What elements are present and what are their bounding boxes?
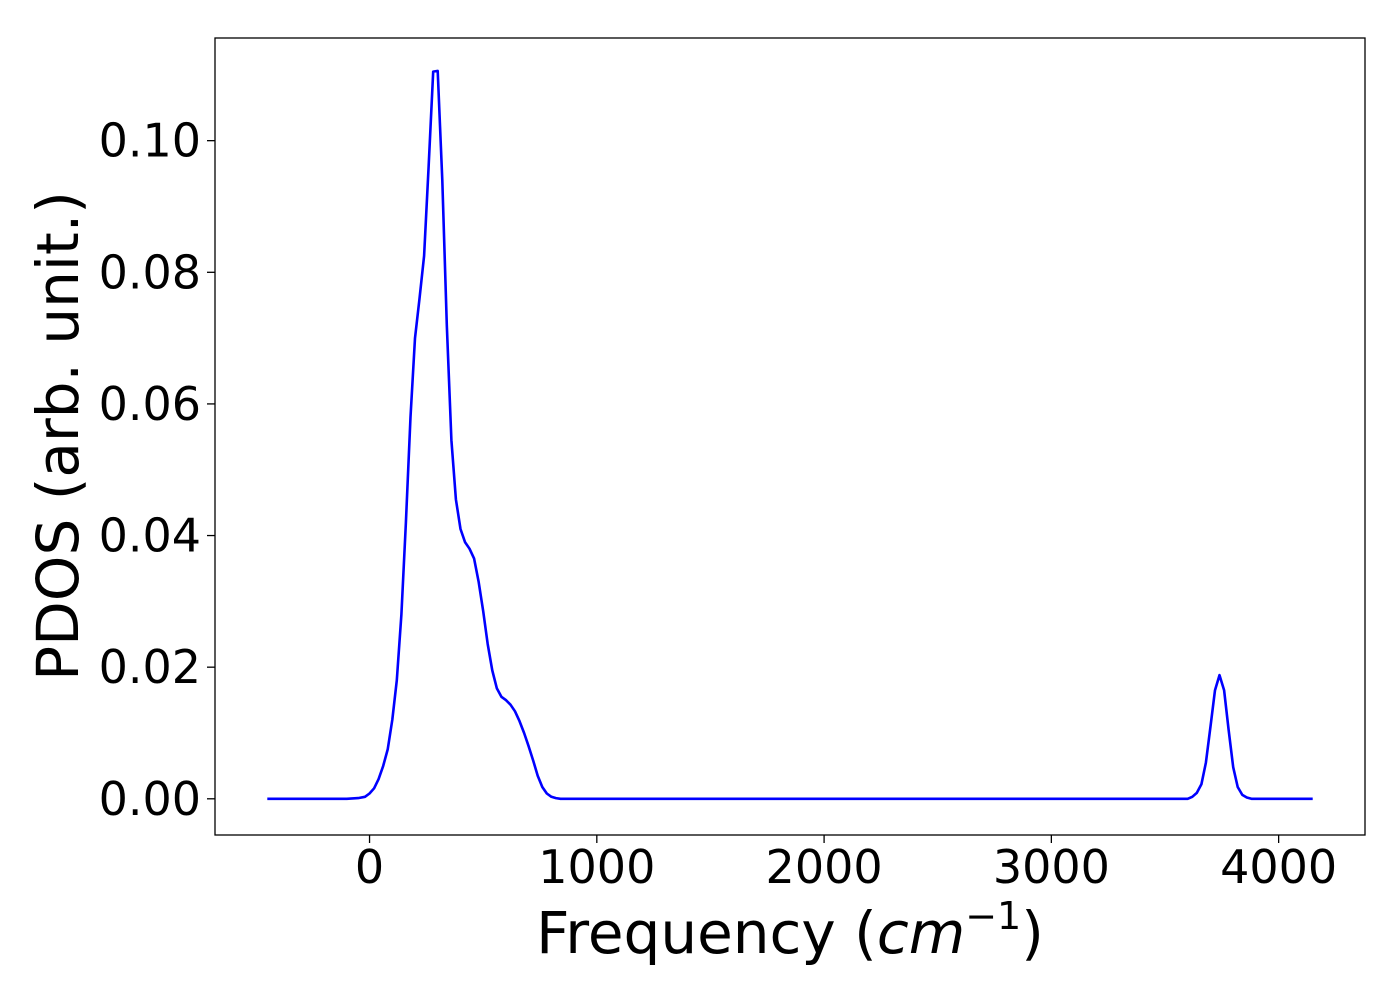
plot-area [214, 37, 1366, 836]
y-tick-label: 0.08 [99, 245, 201, 299]
y-tick-label: 0.04 [99, 509, 201, 563]
y-tick-label: 0.00 [99, 772, 201, 826]
x-tick-label: 2000 [766, 840, 883, 894]
x-tick-label: 0 [355, 840, 384, 894]
y-tick-label: 0.06 [99, 377, 201, 431]
x-axis-label: Frequency (cm−1) [536, 894, 1044, 967]
x-tick-label: 4000 [1220, 840, 1337, 894]
y-axis-label: PDOS (arb. unit.) [24, 191, 92, 681]
y-tick-label: 0.02 [99, 640, 201, 694]
y-tick-label: 0.10 [99, 114, 201, 168]
x-tick-label: 1000 [538, 840, 655, 894]
x-axis-ticks: 0 1000 2000 3000 4000 [355, 835, 1337, 894]
y-axis-ticks: 0.00 0.02 0.04 0.06 0.08 0.10 [99, 114, 215, 826]
pdos-line [267, 69, 1313, 801]
x-tick-label: 3000 [993, 840, 1110, 894]
